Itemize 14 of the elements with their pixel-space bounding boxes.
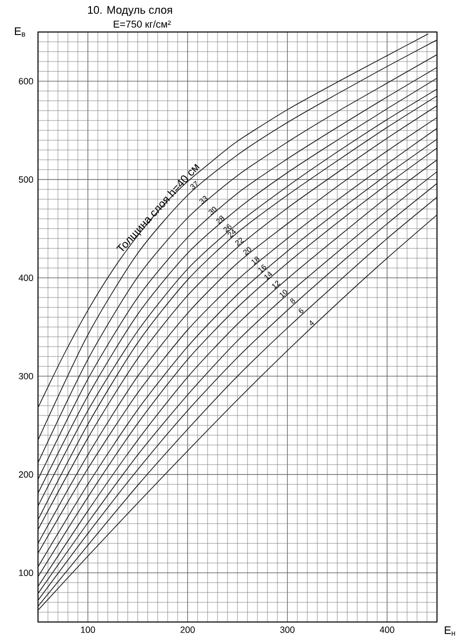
x-axis-title: E$_{н}$ (444, 626, 455, 636)
x-tick-label: 100 (81, 626, 96, 633)
y-axis-title: E$_{в}$ (14, 27, 26, 37)
y-tick-label: 300 (18, 372, 34, 380)
y-tick-label: 200 (18, 471, 34, 478)
x-tick-label: 400 (380, 626, 394, 633)
y-tick-label: 100 (19, 570, 34, 576)
x-tick-label: 200 (180, 626, 195, 633)
x-tick-label: 300 (280, 626, 295, 633)
chart-subtitle: E=750 кг/см² (114, 20, 171, 28)
chart-title: 10. Модуль слоя (88, 6, 172, 16)
y-tick-label: 400 (18, 274, 34, 282)
y-tick-label: 600 (18, 78, 34, 84)
y-tick-label: 500 (18, 176, 34, 183)
